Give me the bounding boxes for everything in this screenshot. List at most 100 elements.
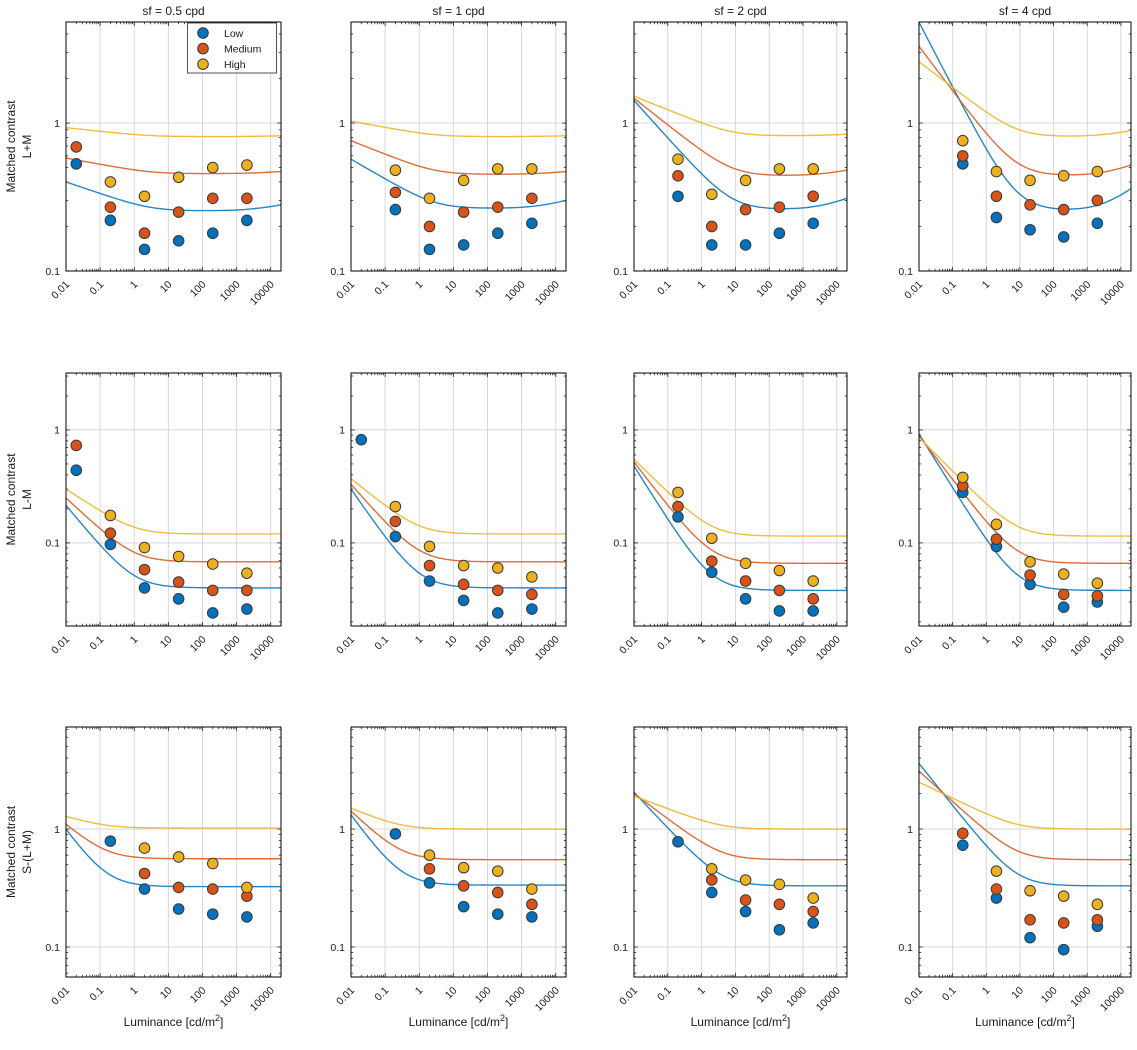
plot-background [351, 22, 566, 271]
y-tick-label: 0.1 [45, 538, 60, 550]
data-point-high [526, 883, 538, 895]
data-point-high [739, 874, 752, 886]
x-tick-label: 10000 [1098, 634, 1127, 663]
x-tick-label: 0.1 [655, 634, 674, 653]
data-point-high [491, 562, 504, 574]
data-point-low [206, 607, 219, 619]
x-tick-label: 1 [413, 985, 426, 998]
y-tick-label: 0.1 [330, 942, 345, 954]
data-point-high [705, 532, 718, 545]
data-point-low [739, 239, 752, 251]
x-tick-label: 10000 [533, 634, 562, 663]
data-point-low [491, 908, 504, 920]
data-point-medium [739, 203, 752, 216]
axes-box [65, 21, 282, 272]
x-tick-label: 10000 [814, 985, 843, 1014]
fit-curve-high [351, 120, 566, 138]
x-axis-label: Luminance [cd/m2] [975, 1013, 1075, 1029]
data-point-medium [956, 150, 969, 162]
data-point-medium [457, 880, 470, 892]
data-point-low [491, 607, 504, 619]
data-point-high [491, 163, 504, 175]
fit-curve-high [634, 795, 847, 830]
row-label-line1: Matched contrast [4, 100, 18, 193]
data-point-low [423, 877, 436, 889]
data-point-high [526, 163, 538, 175]
data-point-medium [138, 563, 151, 576]
data-point-medium [705, 874, 718, 886]
plot-background [634, 373, 847, 626]
data-point-high [739, 174, 752, 187]
x-tick-label: 1000 [784, 634, 809, 659]
data-point-high [739, 557, 752, 570]
data-point-medium [491, 201, 504, 213]
x-tick-label: 1000 [1068, 279, 1093, 304]
subplot-SLM-3: 0.1 1 0.01 0.1 1 10 100 1000 10000 Luminance [cd/… [613, 726, 848, 1029]
x-tick-label: 100 [473, 634, 494, 655]
data-point-medium [138, 867, 151, 880]
data-point-medium [172, 206, 185, 218]
data-point-high [457, 861, 470, 874]
subplot-title: sf = 2 cpd [714, 4, 766, 18]
x-tick-label: 1 [413, 279, 426, 292]
x-tick-label: 100 [188, 985, 209, 1006]
data-point-low [956, 839, 969, 851]
data-point-high [389, 164, 402, 177]
subplot-LM-1: 0.1 1 0.01 0.1 1 10 100 1000 10000 [45, 372, 282, 663]
fit-curve-low [919, 762, 1131, 887]
x-tick-label: 100 [754, 279, 775, 300]
x-tick-label: 0.1 [87, 985, 106, 1004]
data-point-high [807, 892, 819, 904]
data-point-low [807, 605, 819, 617]
x-tick-label: 10000 [248, 985, 277, 1014]
x-axis-label: Luminance [cd/m2] [691, 1013, 791, 1029]
data-point-medium [1091, 914, 1104, 926]
y-tick-label: 0.1 [330, 538, 345, 550]
data-point-high [457, 174, 470, 187]
data-point-medium [70, 141, 83, 153]
data-point-low [1024, 223, 1036, 236]
data-point-medium [138, 227, 151, 240]
x-tick-label: 1000 [784, 985, 809, 1010]
data-point-high [526, 571, 538, 583]
fit-curve-medium [351, 483, 566, 563]
subplot-SLM-4: 0.1 1 0.01 0.1 1 10 100 1000 10000 Luminance [cd/… [898, 726, 1132, 1029]
data-point-low [1057, 231, 1070, 243]
plot-background [919, 22, 1131, 271]
data-point-low [70, 158, 83, 170]
x-tick-label: 100 [188, 279, 209, 300]
fit-curve-low [919, 433, 1131, 592]
data-point-medium [526, 192, 538, 205]
data-point-low [138, 883, 151, 895]
data-point-high [1024, 884, 1036, 897]
x-tick-label: 1 [695, 279, 708, 292]
x-tick-label: 10000 [1098, 985, 1127, 1014]
x-tick-label: 1 [413, 634, 426, 647]
row-label-line1: Matched contrast [4, 805, 18, 898]
y-tick-label: 0.1 [613, 538, 628, 550]
data-point-low [206, 908, 219, 920]
data-point-high [1057, 890, 1070, 902]
y-tick-label: 0.1 [45, 266, 60, 278]
fit-curve-high [66, 127, 281, 138]
data-point-high [1091, 577, 1104, 590]
subplot-title: sf = 4 cpd [999, 4, 1051, 18]
x-tick-label: 1 [695, 634, 708, 647]
y-tick-label: 1 [622, 118, 628, 130]
axes-box [918, 372, 1132, 627]
data-point-low [491, 227, 504, 240]
data-point-medium [773, 584, 786, 597]
x-tick-label: 10 [1009, 985, 1026, 1002]
x-tick-label: 1 [128, 985, 141, 998]
data-point-high [241, 567, 253, 579]
x-tick-label: 100 [754, 985, 775, 1006]
data-point-medium [457, 578, 470, 591]
fit-curve-high [66, 488, 281, 535]
data-point-medium [491, 584, 504, 597]
data-point-high [1091, 165, 1104, 178]
y-tick-label: 1 [907, 118, 913, 130]
data-point-low [104, 538, 117, 551]
x-tick-label: 10000 [814, 634, 843, 663]
